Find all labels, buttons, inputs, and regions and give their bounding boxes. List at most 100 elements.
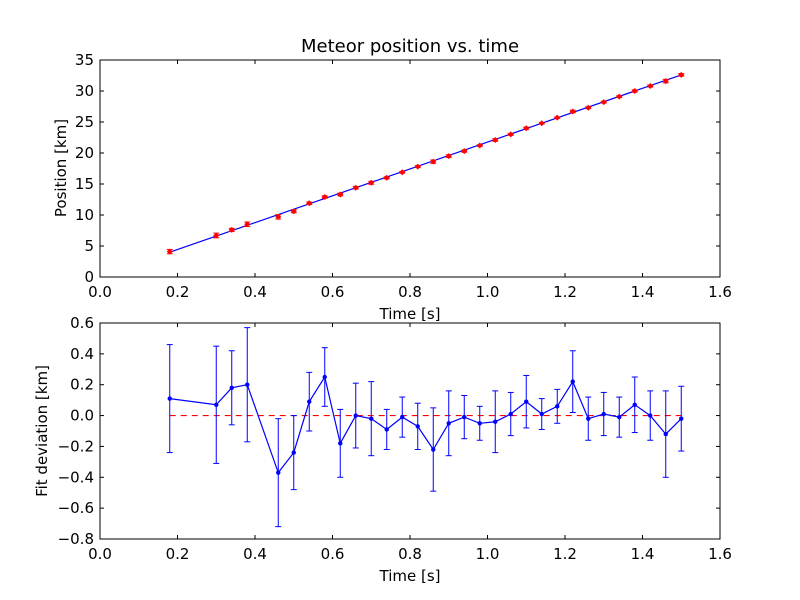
data-point [368, 179, 375, 186]
data-point [663, 431, 668, 437]
data-point [229, 385, 234, 390]
x-tick-label: 0.8 [398, 283, 422, 301]
chart-title: Meteor position vs. time [301, 36, 519, 57]
data-point [228, 226, 235, 233]
data-point [445, 153, 452, 160]
data-point [244, 221, 251, 228]
data-point [617, 414, 622, 420]
x-tick-label: 1.2 [553, 283, 577, 301]
x-tick-label: 0.2 [166, 545, 190, 563]
data-point [399, 169, 406, 176]
data-point [214, 402, 219, 407]
data-point [430, 158, 437, 165]
data-point [679, 416, 684, 421]
y-tick-label: 35 [75, 51, 94, 69]
data-point [306, 200, 313, 207]
x-tick-label: 0.4 [243, 283, 267, 301]
data-point [369, 416, 374, 421]
data-point [678, 71, 685, 78]
x-tick-label: 0.6 [321, 545, 345, 563]
data-point [446, 421, 451, 426]
y-tick-label: 0.4 [70, 345, 94, 363]
x-tick-label: 1.6 [708, 283, 732, 301]
x-tick-label: 0.4 [243, 545, 267, 563]
position-ticks: 0.0 0.2 0.4 0.6 0.8 1.0 1.2 1.4 1.6 0 5 10 15 20 25 30 3… [75, 51, 732, 301]
data-point [245, 382, 250, 387]
x-tick-label: 0.0 [88, 545, 112, 563]
data-point [338, 441, 343, 446]
data-point [539, 411, 544, 417]
data-point [476, 142, 483, 149]
data-point [538, 120, 545, 127]
y-tick-label: −0.2 [58, 437, 94, 455]
data-point [477, 421, 482, 426]
y-tick-label: 0.6 [70, 314, 94, 332]
x-tick-label: 1.4 [631, 283, 655, 301]
x-tick-label: 1.2 [553, 545, 577, 563]
data-point [352, 184, 359, 191]
x-tick-label: 1.6 [708, 545, 732, 563]
data-point [586, 416, 591, 421]
position-chart: Meteor position vs. time Time [s] Positi… [52, 36, 732, 323]
data-point [414, 163, 421, 170]
data-point [555, 404, 560, 409]
data-point [461, 148, 468, 155]
data-point [585, 104, 592, 111]
data-point [431, 447, 436, 452]
y-tick-label: 0 [84, 268, 94, 286]
data-point [507, 131, 514, 138]
data-point [166, 248, 173, 255]
y-tick-label: 10 [75, 206, 94, 224]
data-point [337, 191, 344, 198]
y-axis-label: Fit deviation [km] [33, 365, 51, 497]
position-marks [166, 71, 685, 255]
data-point [554, 114, 561, 121]
x-tick-label: 0.0 [88, 283, 112, 301]
data-point [524, 399, 529, 404]
y-tick-label: 0.2 [70, 376, 94, 394]
deviation-marks [166, 327, 685, 528]
data-point [616, 93, 623, 100]
x-tick-label: 0.6 [321, 283, 345, 301]
x-tick-label: 0.8 [398, 545, 422, 563]
data-point [213, 232, 220, 239]
data-point [647, 83, 654, 90]
deviation-chart: Time [s] Fit deviation [km] 0.0 0.2 0.4 0.6… [33, 314, 732, 585]
y-tick-label: −0.6 [58, 499, 94, 517]
data-point [569, 108, 576, 115]
data-point [167, 396, 172, 401]
y-tick-label: 25 [75, 113, 94, 131]
data-point [462, 414, 467, 420]
data-point [307, 399, 312, 404]
data-point [631, 88, 638, 94]
data-point [383, 174, 390, 181]
data-point [492, 136, 499, 143]
data-point [508, 411, 513, 417]
data-point [322, 374, 327, 380]
y-tick-label: −0.8 [58, 530, 94, 548]
deviation-ticks: 0.0 0.2 0.4 0.6 0.8 1.0 1.2 1.4 1.6 −0.8 −0.6 −0.4 −… [58, 314, 732, 563]
fit-line [169, 74, 682, 253]
data-point [600, 99, 607, 106]
y-tick-label: 20 [75, 144, 94, 162]
data-point [290, 208, 297, 215]
data-point [570, 379, 575, 384]
data-point [648, 413, 653, 418]
data-point [384, 427, 389, 432]
data-point [400, 414, 405, 420]
data-point [276, 470, 281, 475]
data-point [601, 411, 606, 417]
y-tick-label: 0.0 [70, 407, 94, 425]
x-axis-label: Time [s] [379, 305, 441, 323]
data-point [523, 125, 530, 132]
y-tick-label: 30 [75, 82, 94, 100]
x-tick-label: 1.0 [476, 545, 500, 563]
x-tick-label: 0.2 [166, 283, 190, 301]
x-tick-label: 1.0 [476, 283, 500, 301]
x-axis-label: Time [s] [379, 567, 441, 585]
data-point [353, 413, 358, 418]
y-tick-label: 5 [84, 237, 94, 255]
data-point [632, 402, 637, 407]
deviation-plot-frame [99, 322, 721, 540]
